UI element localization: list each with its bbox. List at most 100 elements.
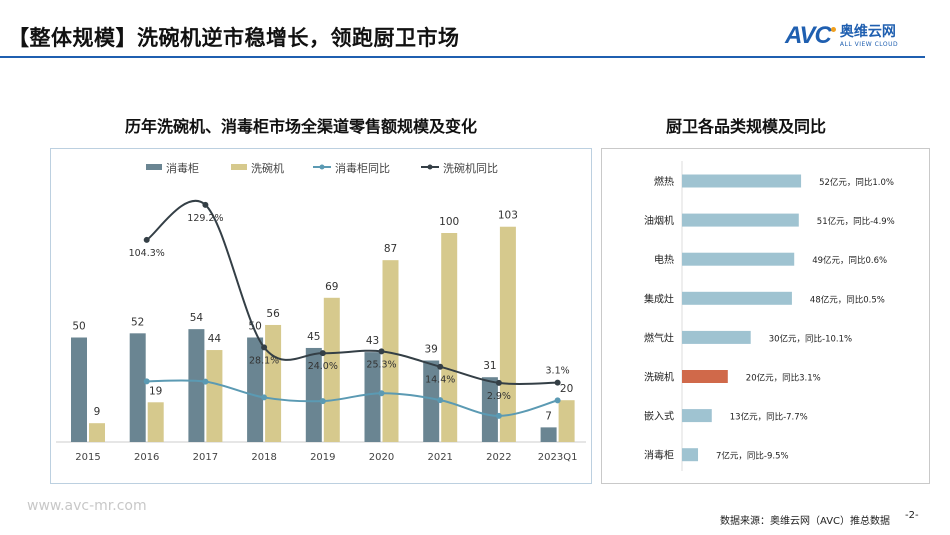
x-tick-label: 2017 xyxy=(193,452,218,463)
bar-value-label: 49亿元，同比0.6% xyxy=(812,255,887,266)
x-tick-label: 2016 xyxy=(134,452,159,463)
bar-disinfection xyxy=(188,329,205,442)
logo-cn: 奥维云网 xyxy=(839,23,896,40)
line-point xyxy=(378,390,385,397)
category-label: 洗碗机 xyxy=(644,371,674,384)
line-value-label: 104.3% xyxy=(129,248,165,259)
line-point xyxy=(202,201,209,208)
bar-5 xyxy=(682,370,728,383)
bar-value-label: 7亿元，同比-9.5% xyxy=(716,451,789,462)
bar-2 xyxy=(682,252,795,266)
bar-value-label: 30亿元，同比-10.1% xyxy=(769,333,852,344)
page-title: 【整体规模】洗碗机逆市稳增长，领跑厨卫市场 xyxy=(8,26,460,50)
x-tick-label: 2023Q1 xyxy=(538,452,578,463)
bar-value-label: 52亿元，同比1.0% xyxy=(819,177,894,188)
bar-value-label: 50 xyxy=(72,321,85,333)
bar-disinfection xyxy=(540,427,557,442)
bar-value-label: 39 xyxy=(425,343,438,355)
line-point xyxy=(261,394,268,401)
legend-label-3: 洗碗机同比 xyxy=(443,161,498,175)
bar-7 xyxy=(682,448,699,462)
bar-dishwasher xyxy=(323,297,340,442)
category-label: 集成灶 xyxy=(644,292,674,305)
x-tick-label: 2019 xyxy=(310,452,335,463)
bar-dishwasher xyxy=(499,226,516,442)
category-bar-chart: 燃热 52亿元，同比1.0% 油烟机 51亿元，同比-4.9% 电热 49亿元，同比0.6… xyxy=(644,161,895,471)
logo-dot xyxy=(830,26,836,32)
line-disinfection-yoy xyxy=(146,379,558,417)
line-point xyxy=(319,350,326,357)
logo-en: ALL VIEW CLOUD xyxy=(839,40,899,48)
category-label: 嵌入式 xyxy=(644,410,674,423)
bar-disinfection xyxy=(247,337,264,442)
bar-value-label: 20 xyxy=(560,383,573,395)
bar-dishwasher xyxy=(558,400,575,442)
bar-1 xyxy=(682,213,799,227)
line-value-label: 28.1% xyxy=(249,355,279,366)
line-value-label: 24.0% xyxy=(308,361,338,372)
category-label: 油烟机 xyxy=(644,214,674,227)
bar-disinfection xyxy=(129,333,146,442)
legend-label-0: 消毒柜 xyxy=(166,161,199,175)
category-label: 电热 xyxy=(654,253,674,266)
bar-value-label: 20亿元，同比3.1% xyxy=(746,373,821,384)
right-chart-panel: 燃热 52亿元，同比1.0% 油烟机 51亿元，同比-4.9% 电热 49亿元，同比0.6… xyxy=(601,148,930,484)
x-tick-label: 2018 xyxy=(251,452,276,463)
line-value-label: 129.2% xyxy=(187,213,223,224)
bar-value-label: 19 xyxy=(149,385,162,397)
bar-dishwasher xyxy=(89,423,105,442)
line-point xyxy=(143,236,150,243)
legend-swatch-0 xyxy=(146,164,162,170)
logo-mark: AVC xyxy=(785,22,832,49)
bar-value-label: 45 xyxy=(307,331,320,343)
bar-3 xyxy=(682,291,792,305)
legend-label-1: 洗碗机 xyxy=(251,161,284,175)
line-value-label: 14.4% xyxy=(425,375,455,386)
bar-value-label: 52 xyxy=(131,316,144,328)
bar-disinfection xyxy=(71,337,87,442)
line-value-label: 25.3% xyxy=(366,359,396,370)
line-point xyxy=(495,412,502,419)
x-tick-label: 2022 xyxy=(486,452,511,463)
right-chart-title: 厨卫各品类规模及同比 xyxy=(666,117,827,136)
bar-value-label: 69 xyxy=(325,281,338,293)
website: www.avc-mr.com xyxy=(27,498,147,514)
legend-label-2: 消毒柜同比 xyxy=(335,161,390,175)
bar-disinfection xyxy=(305,347,322,442)
category-label: 消毒柜 xyxy=(644,449,674,462)
line-point xyxy=(202,378,209,385)
line-point xyxy=(143,378,150,385)
bar-value-label: 43 xyxy=(366,335,379,347)
line-point xyxy=(554,379,561,386)
bar-value-label: 31 xyxy=(483,360,496,372)
bar-value-label: 13亿元，同比-7.7% xyxy=(730,412,808,423)
legend-marker-3 xyxy=(427,164,433,170)
x-tick-label: 2021 xyxy=(427,452,452,463)
bar-value-label: 48亿元，同比0.5% xyxy=(810,294,885,305)
bar-value-label: 44 xyxy=(208,333,222,345)
line-point xyxy=(554,397,561,404)
line-point xyxy=(261,344,268,351)
bar-dishwasher xyxy=(206,350,223,442)
category-label: 燃热 xyxy=(654,175,674,188)
bar-disinfection xyxy=(364,352,381,442)
bar-value-label: 54 xyxy=(190,312,204,324)
x-tick-label: 2015 xyxy=(75,452,100,463)
left-chart-panel: 消毒柜 洗碗机 消毒柜同比 洗碗机同比 2015 50 9 2016 52 19 2017 54 44 2… xyxy=(50,148,592,484)
line-point xyxy=(319,398,326,405)
bar-value-label: 103 xyxy=(498,210,518,222)
bar-value-label: 87 xyxy=(384,243,397,255)
line-point xyxy=(437,397,444,404)
line-point xyxy=(437,363,444,370)
category-label: 燃气灶 xyxy=(644,331,674,344)
bar-6 xyxy=(682,409,712,423)
page-number: -2- xyxy=(905,510,919,521)
title-divider xyxy=(0,56,925,58)
bar-dishwasher xyxy=(265,324,282,442)
bar-value-label: 9 xyxy=(94,406,101,418)
bar-value-label: 100 xyxy=(439,216,459,228)
x-tick-label: 2020 xyxy=(369,452,394,463)
legend-marker-2 xyxy=(319,164,325,170)
bar-dishwasher xyxy=(441,233,458,442)
avc-logo: AVC 奥维云网 ALL VIEW CLOUD xyxy=(785,20,898,52)
